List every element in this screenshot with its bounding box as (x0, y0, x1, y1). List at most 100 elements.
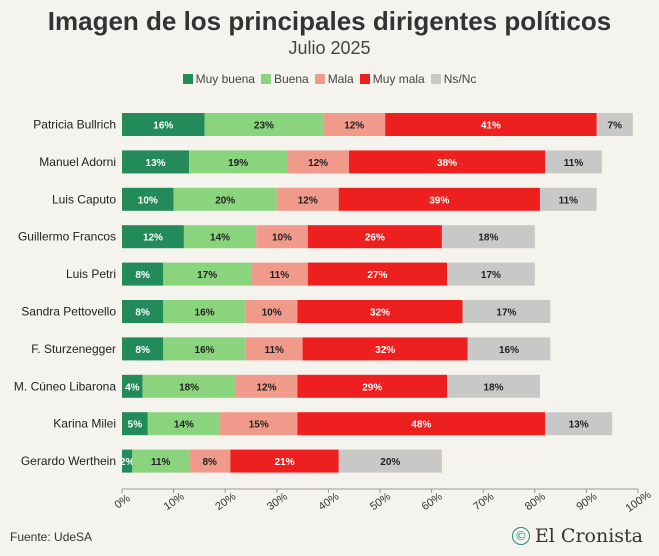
data-label: 18% (478, 233, 498, 244)
source-note: Fuente: UdeSA (10, 530, 93, 544)
bar-segment (204, 113, 324, 136)
chart-title: Imagen de los principales dirigentes pol… (47, 6, 612, 36)
data-label: 12% (143, 233, 163, 244)
category-label: Luis Petri (66, 267, 116, 281)
bar-segment (122, 449, 133, 473)
bar-segment (545, 150, 602, 174)
data-label: 11% (559, 195, 579, 206)
data-label: 11% (270, 270, 290, 281)
data-label: 14% (210, 233, 230, 244)
legend-swatch (430, 74, 441, 84)
bar-segment (122, 187, 174, 211)
bar-segment (122, 262, 164, 286)
data-label: 29% (362, 382, 382, 393)
data-label: 15% (249, 420, 269, 431)
category-label: Luis Caputo (52, 192, 116, 206)
bar-segment (122, 337, 164, 361)
x-tick-label: 0% (113, 492, 133, 511)
data-label: 7% (608, 121, 623, 132)
bar-segment (539, 187, 597, 211)
bar-segment (235, 374, 298, 398)
data-label: 16% (153, 121, 173, 132)
legend-swatch (182, 74, 193, 84)
data-label: 16% (195, 308, 215, 319)
data-label: 10% (262, 308, 282, 319)
bar-segment (122, 113, 205, 136)
data-label: 17% (197, 270, 217, 281)
bar-segment (142, 374, 236, 398)
data-label: 4% (125, 382, 140, 393)
x-tick-label: 10% (162, 490, 187, 513)
stacked-bar-chart: Patricia Bullrich 16% 23% 12% 41% 7% Manuel Ad… (14, 113, 654, 515)
data-label: 41% (481, 121, 501, 132)
x-tick-label: 100% (624, 489, 654, 515)
bar-segment (122, 412, 148, 436)
data-label: 11% (564, 158, 584, 169)
chart-subtitle: Julio 2025 (288, 38, 371, 58)
legend-item: Muy mala (359, 72, 425, 86)
x-tick-label: 30% (265, 490, 290, 513)
bar-segment (230, 449, 339, 473)
data-label: 12% (308, 158, 328, 169)
x-tick-label: 60% (420, 490, 445, 513)
bar-segment (122, 300, 164, 323)
bar-segment (349, 150, 546, 174)
category-label: Sandra Pettovello (21, 305, 116, 319)
data-label: 17% (481, 270, 501, 281)
legend-swatch (314, 74, 325, 84)
bar-segment (441, 225, 535, 249)
bar-segment (596, 113, 633, 136)
bar-segment (467, 337, 551, 361)
bar-segment (163, 262, 251, 286)
data-label: 12% (344, 121, 364, 132)
data-label: 8% (202, 457, 217, 468)
data-label: 48% (411, 420, 431, 431)
data-label: 13% (569, 420, 589, 431)
bar-segment (338, 449, 442, 473)
x-tick-label: 40% (317, 490, 342, 513)
x-tick-label: 20% (213, 490, 238, 513)
bar-segment (302, 337, 468, 361)
data-label: 11% (151, 457, 171, 468)
bar-segment (297, 300, 463, 323)
bar-segment (132, 449, 190, 473)
data-label: 20% (215, 195, 235, 206)
bar-segment (338, 187, 540, 211)
category-label: Manuel Adorni (39, 155, 116, 169)
bar-segment (220, 412, 298, 436)
bar-segment (462, 300, 551, 323)
category-label: Karina Milei (53, 417, 116, 431)
legend-item: Buena (260, 72, 309, 86)
bar-segment (256, 225, 308, 249)
data-label: 5% (128, 420, 143, 431)
category-label: Patricia Bullrich (33, 118, 116, 132)
data-label: 27% (367, 270, 387, 281)
data-label: 10% (138, 195, 158, 206)
brand-name: El Cronista (534, 525, 643, 547)
bar-segment (251, 262, 308, 286)
bar-segment (189, 449, 231, 473)
data-label: 19% (228, 158, 248, 169)
data-label: 38% (437, 158, 457, 169)
data-label: 12% (256, 382, 276, 393)
bar-segment (122, 374, 143, 398)
bar-segment (385, 113, 597, 136)
brand-logo: © El Cronista (511, 525, 643, 547)
data-label: 2% (120, 457, 135, 468)
bar-segment (545, 412, 613, 436)
x-tick-label: 70% (471, 490, 496, 513)
data-label: 18% (484, 382, 504, 393)
data-label: 8% (135, 270, 150, 281)
bar-segment (307, 262, 448, 286)
data-label: 20% (380, 457, 400, 468)
bar-segment (163, 337, 246, 361)
bar-segment (189, 150, 288, 174)
bar-segment (147, 412, 221, 436)
bar-segment (245, 300, 298, 323)
copyright-icon: © (511, 527, 530, 545)
data-label: 12% (298, 195, 318, 206)
bar-segment (276, 187, 339, 211)
bar-segment (297, 374, 448, 398)
legend-swatch (359, 74, 370, 84)
bar-segment (297, 412, 546, 436)
